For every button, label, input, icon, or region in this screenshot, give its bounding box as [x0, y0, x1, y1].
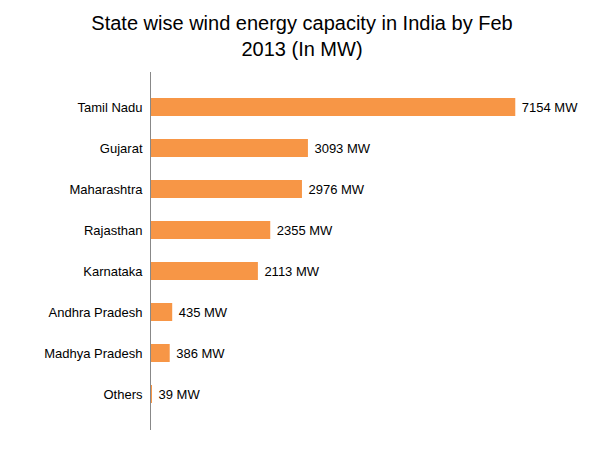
svg-text:Rajasthan: Rajasthan	[84, 223, 143, 238]
svg-text:Maharashtra: Maharashtra	[70, 182, 144, 197]
svg-text:Karnataka: Karnataka	[83, 264, 143, 279]
svg-text:Madhya Pradesh: Madhya Pradesh	[44, 346, 142, 361]
html-text:State wise wind energy capacit: State wise wind energy capacity in India…	[91, 12, 513, 60]
svg-text:Tamil Nadu: Tamil Nadu	[77, 100, 142, 115]
svg-text:386 MW: 386 MW	[176, 346, 225, 361]
svg-text:7154 MW: 7154 MW	[522, 100, 578, 115]
svg-text:2113 MW: 2113 MW	[264, 264, 319, 279]
svg-text:2976 MW: 2976 MW	[308, 182, 364, 197]
svg-text:39 MW: 39 MW	[158, 387, 200, 402]
svg-text:Gujarat: Gujarat	[100, 141, 143, 156]
svg-text:435 MW: 435 MW	[179, 305, 228, 320]
svg-text:Andhra Pradesh: Andhra Pradesh	[49, 305, 143, 320]
svg-text:2355 MW: 2355 MW	[277, 223, 333, 238]
svg-text:3093 MW: 3093 MW	[314, 141, 370, 156]
svg-text:Others: Others	[103, 387, 143, 402]
